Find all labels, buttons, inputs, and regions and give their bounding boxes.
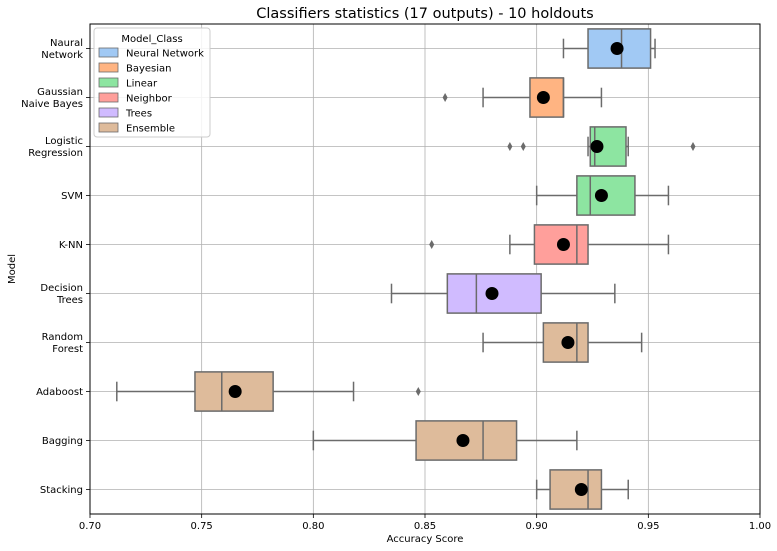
mean-marker (228, 385, 242, 398)
legend-frame (93, 27, 211, 138)
mean-marker (590, 140, 604, 153)
box-iqr (542, 322, 589, 363)
x-tick-label: 0.75 (191, 521, 213, 532)
outlier-point (429, 240, 435, 249)
y-tick-label: Forest (52, 344, 83, 355)
y-tick-label: Network (41, 50, 83, 61)
box-group (507, 126, 696, 167)
legend-entry-label: Linear (126, 79, 158, 90)
legend-entry-label: Ensemble (126, 124, 175, 135)
mean-marker (556, 238, 570, 251)
legend-swatch (98, 92, 119, 103)
box-group (312, 420, 578, 461)
legend: Model_Class Neural Network Bayesian Linear… (93, 27, 211, 138)
y-tick-label: Naural (50, 38, 83, 49)
legend-entries: Neural Network Bayesian Linear Neighbor Tree… (98, 47, 204, 135)
x-tick-label: 0.90 (526, 521, 548, 532)
x-axis-ticks: 0.70 0.75 0.80 0.85 0.90 0.95 1.00 (79, 514, 771, 532)
mean-marker (536, 91, 550, 104)
x-tick-label: 0.70 (79, 521, 101, 532)
x-axis-label: Accuracy Score (387, 534, 464, 545)
y-tick-label: SVM (61, 191, 83, 202)
legend-swatch (98, 47, 119, 58)
y-axis-label: Model (7, 254, 18, 284)
legend-entry-label: Trees (125, 109, 152, 120)
box-series (116, 28, 696, 510)
y-tick-label: Random (42, 332, 83, 343)
legend-swatch (98, 77, 119, 88)
y-tick-label: Regression (28, 148, 83, 159)
y-tick-label: Logistic (45, 136, 83, 147)
y-tick-label: Stacking (40, 485, 83, 496)
legend-entry-label: Neighbor (126, 94, 173, 105)
box-group (116, 371, 421, 412)
y-tick-label: Trees (56, 295, 83, 306)
x-tick-label: 1.00 (749, 521, 771, 532)
legend-entry-label: Neural Network (126, 49, 204, 60)
x-tick-label: 0.95 (637, 521, 659, 532)
outlier-point (415, 387, 421, 396)
box-group (535, 469, 629, 510)
mean-marker (456, 434, 470, 447)
box-group (482, 322, 643, 363)
box-group (429, 224, 670, 265)
mean-marker (561, 336, 575, 349)
outlier-point (507, 142, 513, 151)
mean-marker (594, 189, 608, 202)
mean-marker (485, 287, 499, 300)
y-tick-label: Adaboost (36, 387, 83, 398)
y-tick-label: K-NN (59, 240, 83, 251)
outlier-point (690, 142, 696, 151)
legend-swatch (98, 62, 119, 73)
box-group (390, 273, 616, 314)
chart-title: Classifiers statistics (17 outputs) - 10… (256, 6, 593, 22)
x-tick-label: 0.85 (414, 521, 436, 532)
y-tick-label: Gaussian (37, 87, 83, 98)
y-tick-label: Naive Bayes (21, 99, 83, 110)
outlier-point (442, 93, 448, 102)
box-group (442, 77, 603, 118)
mean-marker (574, 483, 588, 496)
outlier-point (520, 142, 526, 151)
y-tick-label: Bagging (42, 436, 83, 447)
legend-swatch (98, 122, 119, 133)
legend-swatch (98, 107, 119, 118)
legend-title: Model_Class (121, 34, 182, 45)
x-tick-label: 0.80 (302, 521, 324, 532)
box-group (562, 28, 656, 69)
mean-marker (610, 42, 624, 55)
y-tick-label: Decision (40, 283, 83, 294)
box-group (535, 175, 670, 216)
legend-entry-label: Bayesian (126, 64, 172, 75)
